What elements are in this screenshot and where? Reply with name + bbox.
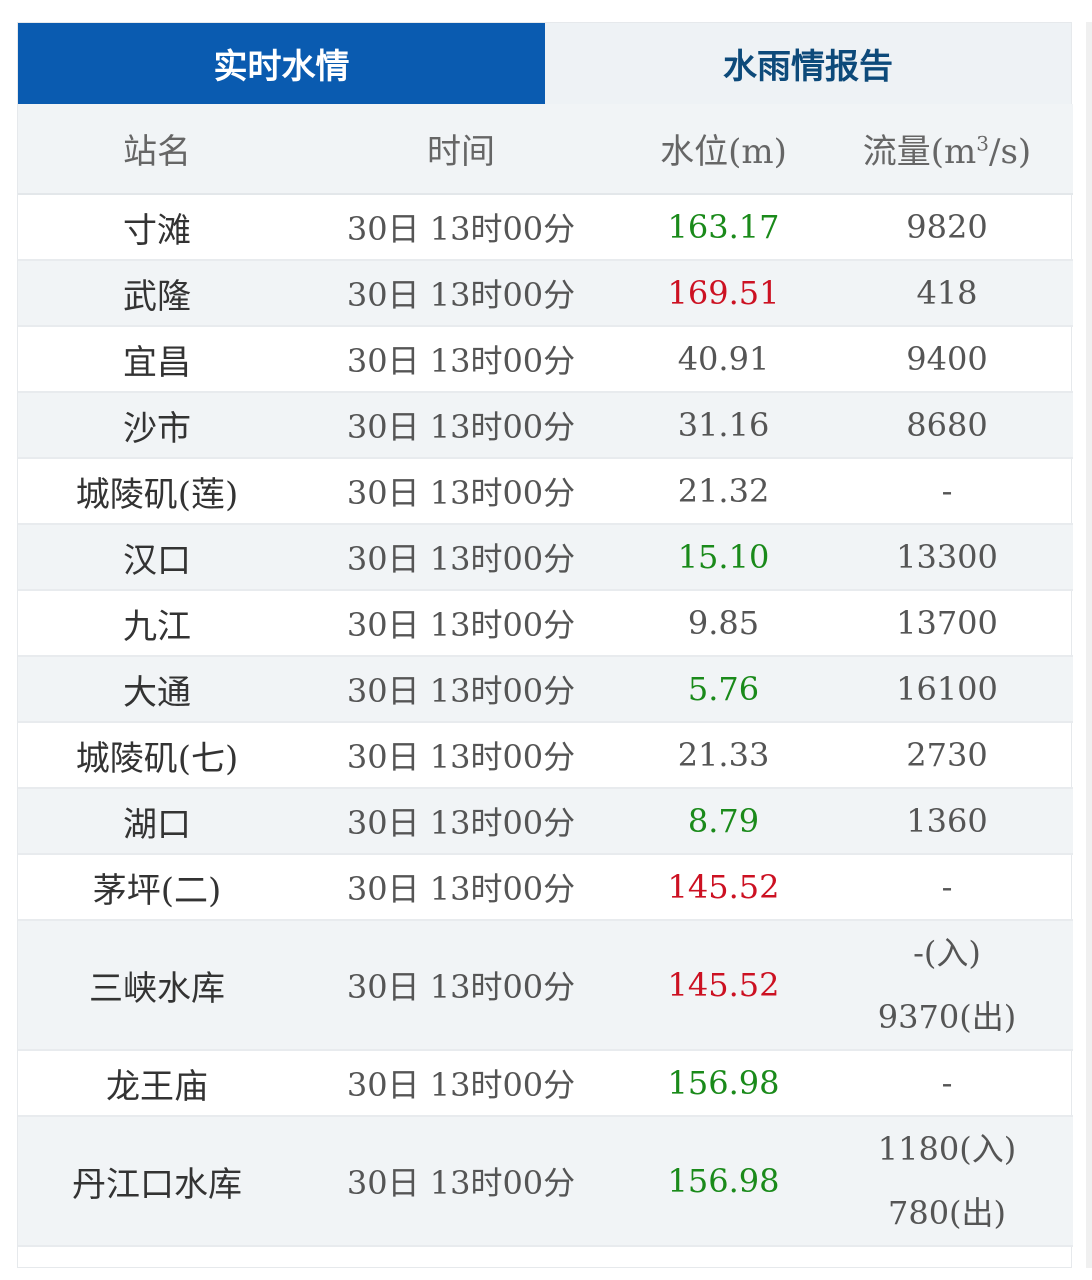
flow-value: 8680	[906, 406, 988, 444]
table-row: 湖口 30日 13时00分 8.79 1360	[18, 788, 1073, 855]
flow-cell: -	[821, 1050, 1073, 1117]
time-cell: 30日 13时00分	[296, 524, 626, 591]
flow-value: 13700	[896, 604, 998, 642]
flow-cell: -(入) 9370(出)	[821, 920, 1073, 1051]
flow-value: 16100	[896, 670, 998, 708]
water-level-cell: 21.32	[626, 458, 821, 525]
header-level: 水位(m)	[626, 104, 821, 195]
tab-realtime-water[interactable]: 实时水情	[18, 23, 545, 104]
flow-value: 1360	[906, 802, 988, 840]
water-level-cell: 145.52	[626, 854, 821, 921]
flow-value: -	[941, 868, 953, 906]
flow-cell: 13700	[821, 590, 1073, 657]
flow-cell: 13300	[821, 524, 1073, 591]
flow-value: 2730	[906, 736, 988, 774]
flow-cell: -	[821, 458, 1073, 525]
table-row: 城陵矶(七) 30日 13时00分 21.33 2730	[18, 722, 1073, 789]
flow-cell: 8680	[821, 392, 1073, 459]
time-cell: 30日 13时00分	[296, 458, 626, 525]
time-cell: 30日 13时00分	[296, 920, 626, 1051]
header-time: 时间	[296, 104, 626, 195]
water-level-cell: 156.98	[626, 1050, 821, 1117]
time-cell: 30日 13时00分	[296, 1116, 626, 1247]
flow-cell: 9400	[821, 326, 1073, 393]
time-cell: 30日 13时00分	[296, 722, 626, 789]
water-level-cell: 15.10	[626, 524, 821, 591]
table-row: 茅坪(二) 30日 13时00分 145.52 -	[18, 854, 1073, 921]
time-cell: 30日 13时00分	[296, 260, 626, 327]
table-row: 大通 30日 13时00分 5.76 16100	[18, 656, 1073, 723]
flow-cell: 2730	[821, 722, 1073, 789]
station-name: 湖口	[18, 788, 296, 855]
flow-value: 9400	[906, 340, 988, 378]
water-level-cell: 156.98	[626, 1116, 821, 1247]
time-cell: 30日 13时00分	[296, 590, 626, 657]
water-level-cell: 163.17	[626, 194, 821, 261]
water-table: 站名 时间 水位(m) 流量(m3/s) 寸滩 30日 13时00分 163.17 9…	[18, 104, 1073, 1247]
water-level-cell: 21.33	[626, 722, 821, 789]
station-name: 大通	[18, 656, 296, 723]
time-cell: 30日 13时00分	[296, 326, 626, 393]
water-level-cell: 40.91	[626, 326, 821, 393]
flow-value: -(入)	[913, 934, 981, 972]
station-name: 寸滩	[18, 194, 296, 261]
table-row: 城陵矶(莲) 30日 13时00分 21.32 -	[18, 458, 1073, 525]
water-level-cell: 145.52	[626, 920, 821, 1051]
water-level-cell: 8.79	[626, 788, 821, 855]
table-row: 宜昌 30日 13时00分 40.91 9400	[18, 326, 1073, 393]
time-cell: 30日 13时00分	[296, 392, 626, 459]
flow-value: 780(出)	[887, 1194, 1007, 1232]
flow-value: -	[941, 1064, 953, 1102]
header-station: 站名	[18, 104, 296, 195]
time-cell: 30日 13时00分	[296, 656, 626, 723]
table-row: 寸滩 30日 13时00分 163.17 9820	[18, 194, 1073, 261]
tab-bar: 实时水情 水雨情报告	[18, 23, 1071, 104]
station-name: 丹江口水库	[18, 1116, 296, 1247]
station-name: 沙市	[18, 392, 296, 459]
flow-cell: 1180(入) 780(出)	[821, 1116, 1073, 1247]
flow-cell: 9820	[821, 194, 1073, 261]
station-name: 城陵矶(七)	[18, 722, 296, 789]
flow-value: 9820	[906, 208, 988, 246]
flow-value: -	[941, 472, 953, 510]
station-name: 茅坪(二)	[18, 854, 296, 921]
flow-value: 1180(入)	[877, 1130, 1017, 1168]
station-name: 武隆	[18, 260, 296, 327]
time-cell: 30日 13时00分	[296, 1050, 626, 1117]
flow-cell: 418	[821, 260, 1073, 327]
water-info-panel: 实时水情 水雨情报告 站名 时间 水位(m) 流量(m3/s) 寸滩 30日 13…	[17, 22, 1073, 1268]
table-header: 站名 时间 水位(m) 流量(m3/s)	[18, 104, 1073, 195]
scrollbar-edge	[1086, 22, 1092, 1268]
flow-value: 13300	[896, 538, 998, 576]
table-row: 三峡水库 30日 13时00分 145.52 -(入) 9370(出)	[18, 920, 1073, 1051]
table-row: 龙王庙 30日 13时00分 156.98 -	[18, 1050, 1073, 1117]
table-row: 丹江口水库 30日 13时00分 156.98 1180(入) 780(出)	[18, 1116, 1073, 1247]
table-row: 汉口 30日 13时00分 15.10 13300	[18, 524, 1073, 591]
time-cell: 30日 13时00分	[296, 854, 626, 921]
flow-value: 418	[916, 274, 978, 312]
flow-value: 9370(出)	[877, 998, 1017, 1036]
station-name: 龙王庙	[18, 1050, 296, 1117]
table-row: 九江 30日 13时00分 9.85 13700	[18, 590, 1073, 657]
water-level-cell: 31.16	[626, 392, 821, 459]
water-level-cell: 169.51	[626, 260, 821, 327]
station-name: 九江	[18, 590, 296, 657]
station-name: 汉口	[18, 524, 296, 591]
table-row: 沙市 30日 13时00分 31.16 8680	[18, 392, 1073, 459]
flow-cell: 16100	[821, 656, 1073, 723]
time-cell: 30日 13时00分	[296, 194, 626, 261]
station-name: 三峡水库	[18, 920, 296, 1051]
table-row: 武隆 30日 13时00分 169.51 418	[18, 260, 1073, 327]
station-name: 宜昌	[18, 326, 296, 393]
tab-water-rain-report[interactable]: 水雨情报告	[545, 23, 1071, 104]
water-level-cell: 5.76	[626, 656, 821, 723]
flow-cell: 1360	[821, 788, 1073, 855]
station-name: 城陵矶(莲)	[18, 458, 296, 525]
water-level-cell: 9.85	[626, 590, 821, 657]
flow-cell: -	[821, 854, 1073, 921]
header-flow: 流量(m3/s)	[821, 104, 1073, 195]
time-cell: 30日 13时00分	[296, 788, 626, 855]
